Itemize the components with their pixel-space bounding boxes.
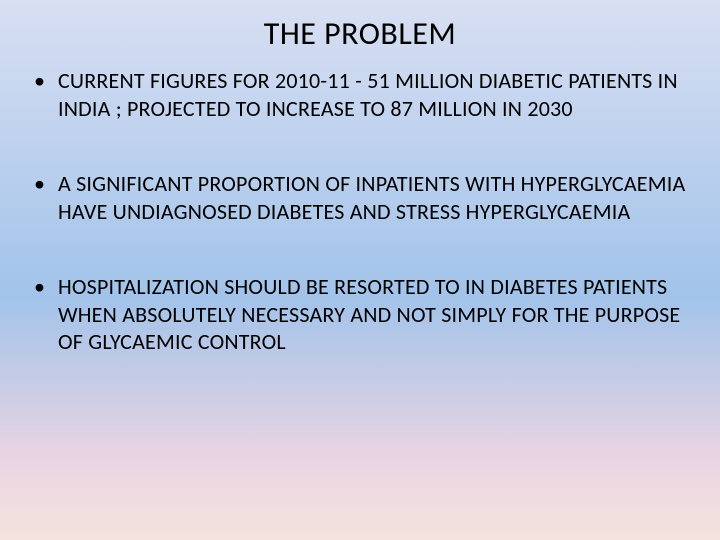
bullet-item: A SIGNIFICANT PROPORTION OF INPATIENTS W…	[30, 170, 690, 225]
bullet-item: CURRENT FIGURES FOR 2010-11 - 51 MILLION…	[30, 67, 690, 122]
bullet-item: HOSPITALIZATION SHOULD BE RESORTED TO IN…	[30, 273, 690, 356]
slide-container: THE PROBLEM CURRENT FIGURES FOR 2010-11 …	[0, 0, 720, 540]
slide-title: THE PROBLEM	[30, 14, 690, 53]
bullet-list: CURRENT FIGURES FOR 2010-11 - 51 MILLION…	[30, 67, 690, 356]
